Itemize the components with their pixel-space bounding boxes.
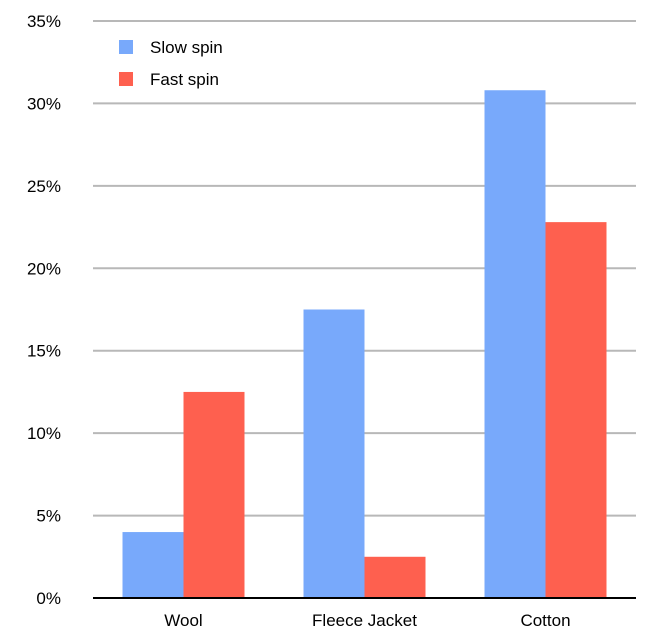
x-axis-categories: Wool Fleece Jacket Cotton bbox=[164, 611, 570, 630]
y-tick-label: 35% bbox=[27, 12, 61, 31]
legend-label: Fast spin bbox=[150, 70, 219, 89]
legend: Slow spin Fast spin bbox=[119, 38, 223, 89]
bar-slow-spin bbox=[485, 90, 546, 598]
y-tick-label: 25% bbox=[27, 177, 61, 196]
y-tick-label: 15% bbox=[27, 342, 61, 361]
x-category-label: Fleece Jacket bbox=[312, 611, 417, 630]
x-category-label: Cotton bbox=[520, 611, 570, 630]
legend-label: Slow spin bbox=[150, 38, 223, 57]
bar-fast-spin bbox=[365, 557, 426, 598]
bars bbox=[123, 90, 607, 598]
bar-slow-spin bbox=[123, 532, 184, 598]
y-tick-label: 5% bbox=[36, 507, 61, 526]
x-category-label: Wool bbox=[164, 611, 202, 630]
y-tick-label: 0% bbox=[36, 589, 61, 608]
y-axis-ticks: 0% 5% 10% 15% 20% 25% 30% 35% bbox=[27, 12, 61, 608]
bar-fast-spin bbox=[184, 392, 245, 598]
y-tick-label: 30% bbox=[27, 94, 61, 113]
y-tick-label: 10% bbox=[27, 424, 61, 443]
legend-swatch bbox=[119, 72, 133, 86]
legend-swatch bbox=[119, 40, 133, 54]
bar-fast-spin bbox=[546, 222, 607, 598]
y-tick-label: 20% bbox=[27, 259, 61, 278]
bar-slow-spin bbox=[304, 310, 365, 599]
